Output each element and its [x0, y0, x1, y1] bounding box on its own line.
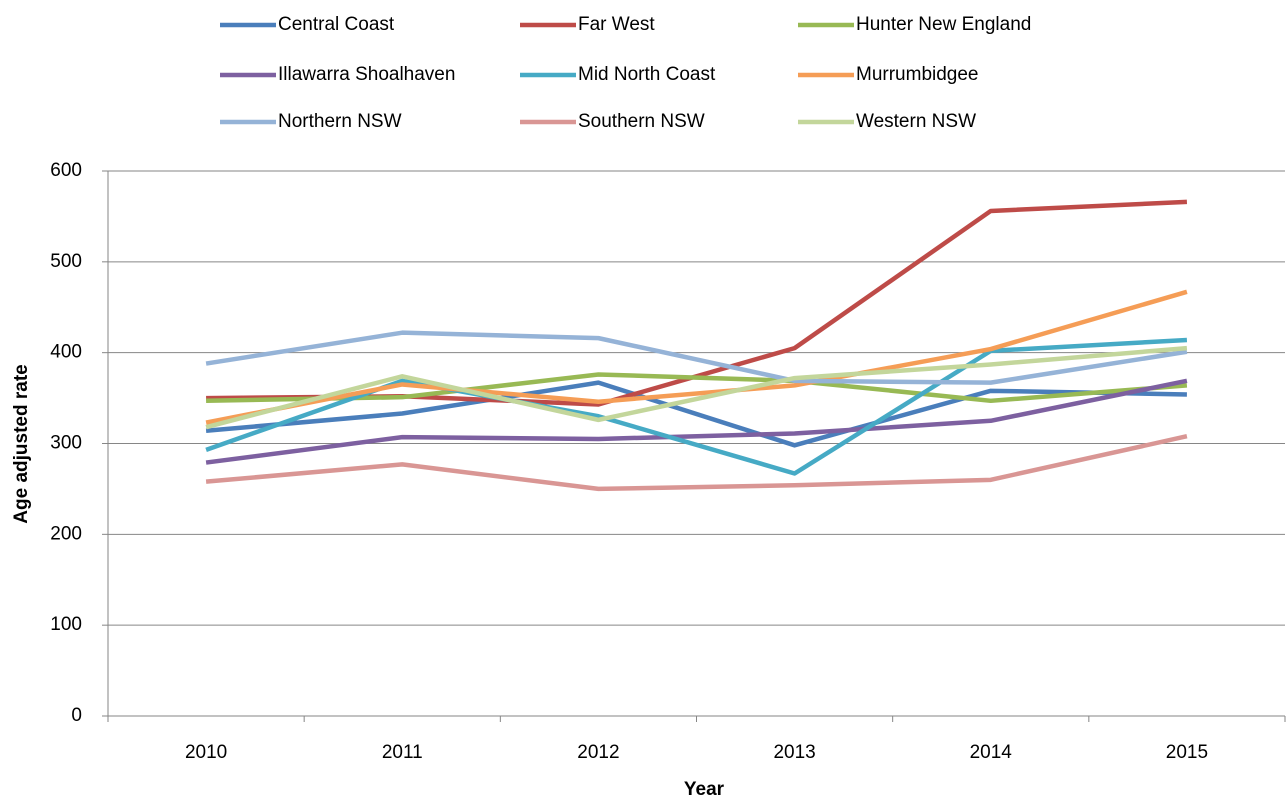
legend-label: Southern NSW: [578, 111, 705, 132]
y-tick-label: 0: [71, 705, 82, 726]
y-tick-label: 300: [50, 433, 82, 454]
x-tick-label: 2013: [773, 742, 815, 763]
y-tick-label: 200: [50, 523, 82, 544]
series-line: [205, 378, 1188, 465]
x-tick-label: 2010: [185, 742, 227, 763]
legend-label: Illawarra Shoalhaven: [278, 64, 455, 85]
series-line: [205, 330, 1188, 385]
series-line: [205, 289, 1188, 425]
x-tick-label: 2012: [577, 742, 619, 763]
y-axis-title: Age adjusted rate: [11, 364, 32, 523]
legend-label: Northern NSW: [278, 111, 402, 132]
y-tick-label: 500: [50, 251, 82, 272]
legend-label: Central Coast: [278, 14, 395, 35]
series-line: [205, 380, 1187, 448]
x-tick-label: 2011: [382, 742, 423, 763]
x-tick-label: 2015: [1166, 742, 1208, 763]
x-axis-title: Year: [684, 779, 725, 800]
series-line: [206, 372, 1188, 404]
legend-label: Mid North Coast: [578, 64, 716, 85]
y-tick-label: 400: [50, 342, 82, 363]
series-line: [205, 345, 1188, 430]
y-tick-label: 100: [50, 614, 82, 635]
series-line: [205, 434, 1188, 492]
legend-label: Murrumbidgee: [856, 64, 979, 85]
y-tick-label: 600: [50, 160, 82, 181]
x-tick-label: 2014: [970, 742, 1013, 763]
legend-label: Hunter New England: [856, 14, 1031, 35]
legend-label: Western NSW: [856, 111, 976, 132]
legend-label: Far West: [578, 14, 655, 35]
